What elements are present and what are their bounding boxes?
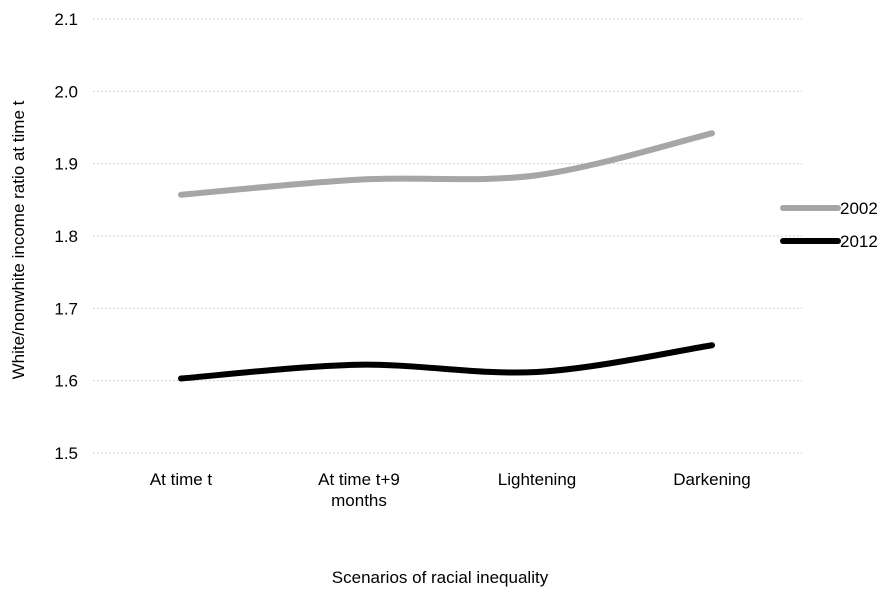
legend-label-2002: 2002 xyxy=(840,199,878,218)
x-tick-label: months xyxy=(331,491,387,510)
y-tick-label: 1.5 xyxy=(54,444,78,463)
y-tick-label: 1.8 xyxy=(54,227,78,246)
legend: 2002 2012 xyxy=(780,199,878,251)
x-tick-label: At time t+9 xyxy=(318,470,400,489)
series-lines xyxy=(178,130,715,382)
y-tick-label: 2.1 xyxy=(54,10,78,29)
x-axis-ticks: At time t At time t+9 months Lightening Dark… xyxy=(150,470,751,510)
y-tick-label: 1.7 xyxy=(54,299,78,318)
x-axis-label: Scenarios of racial inequality xyxy=(332,568,549,587)
gridlines xyxy=(93,18,802,454)
y-axis-ticks: 1.5 1.6 1.7 1.8 1.9 2.0 2.1 xyxy=(54,10,78,463)
legend-label-2012: 2012 xyxy=(840,232,878,251)
y-tick-label: 1.9 xyxy=(54,155,78,174)
series-line-2012 xyxy=(178,342,715,382)
x-tick-label: At time t xyxy=(150,470,213,489)
series-line-2002 xyxy=(178,130,715,198)
y-tick-label: 1.6 xyxy=(54,372,78,391)
x-tick-label: Darkening xyxy=(673,470,751,489)
x-tick-label: Lightening xyxy=(498,470,576,489)
y-axis-label: White/nonwhite income ratio at time t xyxy=(9,100,28,379)
y-tick-label: 2.0 xyxy=(54,82,78,101)
